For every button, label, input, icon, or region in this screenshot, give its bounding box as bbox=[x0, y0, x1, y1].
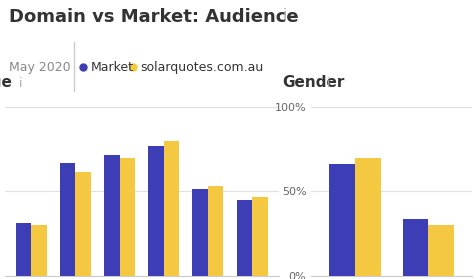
Text: i: i bbox=[19, 77, 22, 90]
Bar bbox=[119, 158, 135, 276]
Bar bbox=[104, 155, 119, 276]
Bar bbox=[329, 164, 354, 276]
Bar bbox=[354, 158, 380, 276]
Text: solarquotes.com.au: solarquotes.com.au bbox=[140, 61, 263, 74]
Bar bbox=[236, 200, 251, 276]
Bar bbox=[60, 163, 75, 276]
Bar bbox=[427, 225, 453, 276]
Bar bbox=[251, 197, 267, 276]
Text: i: i bbox=[282, 8, 287, 23]
Text: i: i bbox=[327, 77, 330, 90]
Bar bbox=[148, 146, 163, 276]
Text: May 2020: May 2020 bbox=[10, 61, 71, 74]
Bar bbox=[192, 189, 208, 276]
Text: Domain vs Market: Audience: Domain vs Market: Audience bbox=[10, 8, 298, 26]
Text: Market: Market bbox=[90, 61, 133, 74]
Text: Gender: Gender bbox=[282, 75, 344, 90]
Bar bbox=[163, 141, 179, 276]
Bar bbox=[31, 225, 47, 276]
Bar bbox=[208, 186, 223, 276]
Bar bbox=[75, 172, 91, 276]
Text: Age: Age bbox=[0, 75, 13, 90]
Bar bbox=[402, 218, 427, 276]
Bar bbox=[16, 223, 31, 276]
